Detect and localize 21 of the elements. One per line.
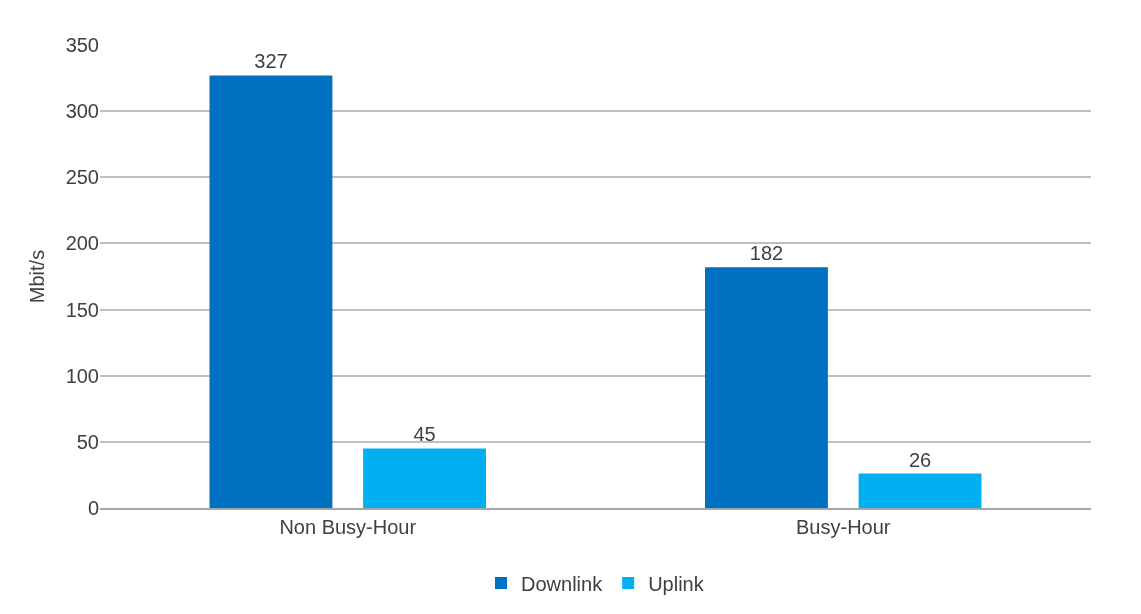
data-label: 327	[254, 50, 288, 73]
y-tick-label: 100	[65, 364, 99, 387]
bar	[858, 473, 982, 508]
y-tick-label: 300	[65, 100, 99, 123]
x-tick-label: Busy-Hour	[796, 516, 891, 538]
legend-label: Downlink	[521, 572, 604, 595]
bar	[705, 267, 828, 508]
bar	[363, 448, 486, 508]
y-axis-title: Mbit/s	[26, 249, 49, 304]
y-tick-label: 0	[87, 497, 99, 519]
data-label: 45	[413, 423, 436, 446]
legend-label: Uplink	[648, 572, 705, 595]
y-tick-label: 150	[65, 298, 99, 321]
data-label: 26	[908, 448, 932, 471]
y-tick-label: 200	[65, 232, 99, 255]
data-label: 182	[749, 242, 784, 265]
y-tick-label: 350	[65, 34, 99, 56]
y-tick-label: 250	[65, 166, 99, 189]
bar	[209, 75, 333, 508]
y-tick-label: 50	[76, 430, 99, 453]
x-tick-label: Non Busy-Hour	[279, 516, 417, 538]
